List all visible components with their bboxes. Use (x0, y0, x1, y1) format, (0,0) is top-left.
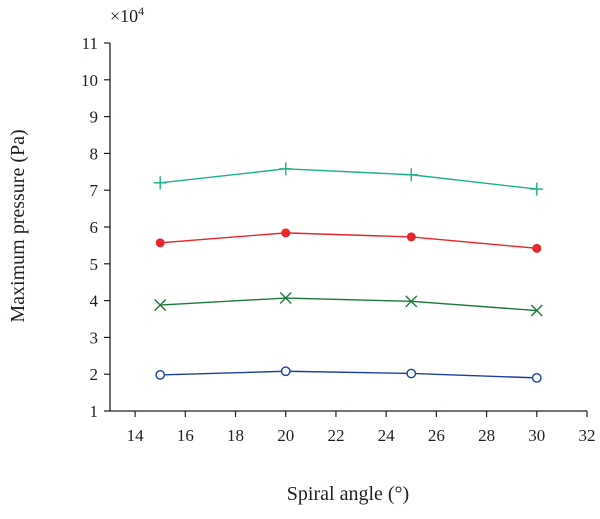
series-line (160, 168, 537, 190)
y-tick-label: 1 (90, 402, 99, 421)
filled-circle-marker (155, 238, 165, 248)
x-axis-ticks: 14 16 18 20 22 24 26 28 30 32 (127, 411, 596, 445)
series-3 (154, 292, 543, 317)
open-circle-marker (406, 368, 417, 379)
axes (109, 43, 587, 412)
x-axis-label: Spiral angle (°) (287, 483, 409, 505)
plus-marker (404, 168, 418, 182)
series-layer (153, 162, 544, 383)
x-marker (530, 304, 543, 317)
x-marker (279, 292, 292, 305)
open-circle-marker (280, 366, 291, 377)
series-4 (155, 366, 542, 383)
x-tick-label: 22 (327, 426, 344, 445)
y-tick-label: 3 (90, 328, 99, 347)
x-tick-label: 28 (478, 426, 495, 445)
y-tick-label: 5 (90, 255, 99, 274)
filled-circle-marker (281, 228, 291, 238)
y-axis-ticks: 1 2 3 4 5 6 7 8 9 10 11 (81, 34, 110, 421)
open-circle-marker (155, 370, 166, 380)
x-tick-label: 16 (177, 426, 194, 445)
series-line (160, 232, 537, 250)
plus-marker (153, 176, 167, 190)
plus-marker (279, 162, 293, 176)
y-tick-label: 6 (90, 218, 99, 237)
x-marker (405, 295, 418, 308)
plus-marker (530, 182, 544, 196)
x-tick-label: 30 (528, 426, 545, 445)
y-tick-label: 2 (90, 365, 99, 384)
x-tick-label: 14 (127, 426, 145, 445)
y-tick-label: 8 (90, 144, 99, 163)
y-tick-label: 9 (90, 108, 99, 127)
y-tick-label: 7 (90, 181, 99, 200)
series-line (160, 370, 537, 379)
y-scale-multiplier: ×104 (110, 4, 144, 26)
y-tick-label: 11 (82, 34, 98, 53)
x-tick-label: 32 (579, 426, 596, 445)
x-tick-label: 24 (378, 426, 396, 445)
filled-circle-marker (406, 232, 416, 242)
x-marker (154, 299, 167, 312)
y-tick-label: 4 (90, 292, 99, 311)
x-tick-label: 18 (227, 426, 244, 445)
y-tick-label: 10 (81, 71, 98, 90)
series-line (160, 297, 537, 312)
x-tick-label: 20 (277, 426, 294, 445)
filled-circle-marker (532, 243, 542, 253)
series-2 (155, 228, 542, 253)
open-circle-marker (531, 372, 542, 383)
y-axis-label: Maximum pressure (Pa) (7, 129, 29, 322)
series-1 (153, 162, 544, 196)
x-tick-label: 26 (428, 426, 445, 445)
